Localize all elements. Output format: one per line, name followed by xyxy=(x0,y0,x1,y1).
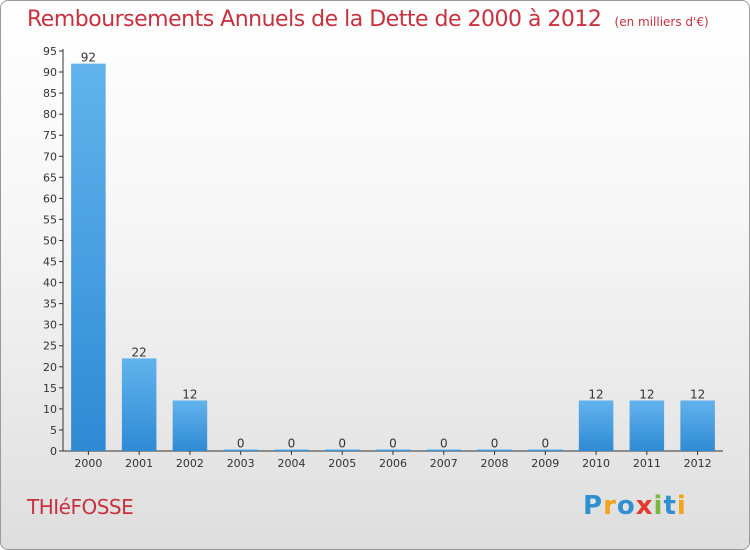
bar xyxy=(121,358,157,451)
x-tick-label: 2003 xyxy=(227,457,255,470)
data-label: 0 xyxy=(541,437,549,451)
data-label: 12 xyxy=(182,387,197,401)
data-label: 0 xyxy=(491,437,499,451)
data-label: 12 xyxy=(639,387,654,401)
x-tick-label: 2002 xyxy=(176,457,204,470)
chart-subtitle: (en milliers d'€) xyxy=(614,15,709,29)
x-tick-label: 2011 xyxy=(633,457,661,470)
y-tick-label: 80 xyxy=(43,108,57,121)
x-tick-label: 2004 xyxy=(277,457,305,470)
x-tick-label: 2008 xyxy=(481,457,509,470)
logo-letter: i xyxy=(676,491,687,521)
logo-letter: r xyxy=(603,491,617,521)
x-tick-label: 2006 xyxy=(379,457,407,470)
y-tick-label: 20 xyxy=(43,361,57,374)
data-label: 92 xyxy=(81,51,96,65)
proxiti-logo: Proxiti xyxy=(583,491,687,521)
data-label: 12 xyxy=(690,387,705,401)
y-tick-label: 75 xyxy=(43,129,57,142)
x-tick-label: 2000 xyxy=(74,457,102,470)
y-tick-label: 0 xyxy=(50,445,57,458)
bar xyxy=(578,400,614,451)
y-tick-label: 60 xyxy=(43,192,57,205)
chart-title: Remboursements Annuels de la Dette de 20… xyxy=(27,7,602,32)
y-tick-label: 35 xyxy=(43,298,57,311)
logo-letter: x xyxy=(635,491,654,521)
data-label: 22 xyxy=(132,345,147,359)
x-tick-label: 2010 xyxy=(582,457,610,470)
y-tick-label: 95 xyxy=(43,45,57,58)
bar xyxy=(71,63,106,451)
x-tick-label: 2012 xyxy=(684,457,712,470)
y-tick-label: 85 xyxy=(43,87,57,100)
bar xyxy=(477,449,512,451)
x-tick-label: 2007 xyxy=(430,457,458,470)
logo-letter: t xyxy=(663,491,677,521)
data-label: 0 xyxy=(338,437,346,451)
x-tick-label: 2005 xyxy=(328,457,356,470)
x-tick-label: 2009 xyxy=(531,457,559,470)
y-tick-label: 10 xyxy=(43,403,57,416)
y-tick-label: 90 xyxy=(43,66,57,79)
y-tick-label: 40 xyxy=(43,277,57,290)
bar xyxy=(274,449,309,451)
y-tick-label: 45 xyxy=(43,256,57,269)
y-tick-label: 65 xyxy=(43,171,57,184)
y-tick-label: 70 xyxy=(43,150,57,163)
data-label: 0 xyxy=(389,437,397,451)
y-tick-label: 25 xyxy=(43,340,57,353)
bar xyxy=(426,449,462,451)
data-label: 0 xyxy=(288,437,296,451)
logo-letter: o xyxy=(616,491,636,521)
data-label: 0 xyxy=(237,437,245,451)
bar xyxy=(680,400,715,451)
y-tick-label: 55 xyxy=(43,213,57,226)
y-tick-label: 50 xyxy=(43,234,57,247)
y-tick-label: 15 xyxy=(43,382,57,395)
y-tick-label: 5 xyxy=(50,424,57,437)
axes: 0 5 10 15 20 25 30 35 40 45 50 55 60 65 70 75 80 85 90 95 20… xyxy=(43,45,723,470)
x-tick-label: 2001 xyxy=(125,457,153,470)
data-label: 12 xyxy=(588,387,603,401)
bar xyxy=(528,449,563,451)
logo-letter: P xyxy=(583,491,604,521)
bar xyxy=(223,449,258,451)
bar xyxy=(324,449,360,451)
bar xyxy=(375,449,411,451)
commune-name: THIéFOSSE xyxy=(27,495,134,519)
y-tick-label: 30 xyxy=(43,319,57,332)
logo-letter: i xyxy=(653,491,664,521)
bars: 92 22 12 0 0 0 0 0 0 0 12 12 12 xyxy=(71,51,715,451)
bar xyxy=(629,400,665,451)
chart-title-block: Remboursements Annuels de la Dette de 20… xyxy=(27,7,709,32)
data-label: 0 xyxy=(440,437,448,451)
bar xyxy=(172,400,208,451)
